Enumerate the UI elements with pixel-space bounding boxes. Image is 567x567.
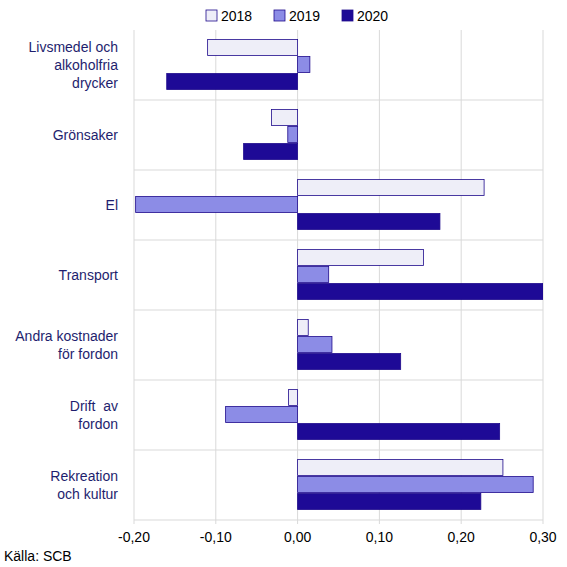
category-label-line: Andra kostnader (15, 328, 118, 344)
bar (298, 250, 424, 266)
bar (298, 354, 401, 370)
tick (543, 520, 544, 524)
category-label-line: Grönsaker (53, 127, 119, 143)
band-separator (134, 380, 543, 381)
bar (298, 320, 309, 336)
legend-label: 2020 (357, 8, 388, 24)
band-separator (134, 450, 543, 451)
bar (288, 127, 298, 143)
tick-label: -0,10 (200, 529, 232, 545)
source: Källa: SCB (4, 548, 72, 564)
bar (289, 390, 298, 406)
category-label-line: Transport (59, 267, 119, 283)
tick-label: 0,10 (366, 529, 393, 545)
band-separator (134, 310, 543, 311)
bar (298, 460, 503, 476)
bar (208, 40, 298, 56)
category-label: Livsmedel och alkoholfria drycker (29, 39, 119, 91)
category-label: Rekreation och kultur (50, 468, 118, 502)
grid (134, 30, 543, 520)
bar (244, 144, 298, 160)
y-axis: Livsmedel och alkoholfria drycker Grönsaker… (15, 39, 118, 502)
tick-label: 0,20 (448, 529, 475, 545)
category-label: Andra kostnader för fordon (15, 328, 118, 362)
bar (298, 284, 543, 300)
bar (298, 337, 332, 353)
chart: -0,20 -0,10 0,00 0,10 0,20 0,30 Livsmedel och a… (0, 0, 567, 567)
category-label-line: för fordon (58, 346, 118, 362)
legend-label: 2019 (289, 8, 320, 24)
category-label-line: drycker (72, 75, 118, 91)
tick (134, 520, 135, 524)
legend-swatch (206, 10, 217, 21)
category-label-line: och kultur (57, 486, 118, 502)
category-label-line: Rekreation (50, 468, 118, 484)
bar (298, 180, 485, 196)
tick (379, 520, 380, 524)
legend-swatch (274, 10, 285, 21)
bar (167, 74, 298, 90)
bar (298, 494, 481, 510)
category-label-line: fordon (78, 416, 118, 432)
bar (298, 477, 534, 493)
bar (226, 407, 298, 423)
bar (136, 197, 298, 213)
bar (298, 57, 310, 73)
band-separator (134, 100, 543, 101)
category-label: Grönsaker (53, 127, 119, 143)
band-separator (134, 240, 543, 241)
bar (298, 424, 500, 440)
bars (136, 40, 543, 510)
legend: 2018 2019 2020 (206, 8, 388, 24)
tick (297, 520, 298, 524)
tick-label: 0,00 (284, 529, 311, 545)
category-label-line: El (106, 197, 118, 213)
grid-line (379, 30, 380, 520)
legend-swatch (342, 10, 353, 21)
category-label: El (106, 197, 118, 213)
tick-label: 0,30 (529, 529, 556, 545)
bar (271, 110, 297, 126)
category-label-line: alkoholfria (54, 57, 118, 73)
tick-label: -0,20 (118, 529, 150, 545)
band-separator (134, 170, 543, 171)
category-label: Transport (59, 267, 119, 283)
bar (298, 214, 440, 230)
axis-line (134, 520, 543, 521)
grid-line (461, 30, 462, 520)
tick (215, 520, 216, 524)
category-label-line: Drift av (70, 398, 118, 414)
category-label: Drift av fordon (70, 398, 118, 432)
tick (461, 520, 462, 524)
legend-label: 2018 (221, 8, 252, 24)
bar (298, 267, 329, 283)
grid-line (134, 30, 135, 520)
category-label-line: Livsmedel och (29, 39, 119, 55)
x-axis: -0,20 -0,10 0,00 0,10 0,20 0,30 (118, 520, 557, 545)
grid-line (543, 30, 544, 520)
grid-line (215, 30, 216, 520)
